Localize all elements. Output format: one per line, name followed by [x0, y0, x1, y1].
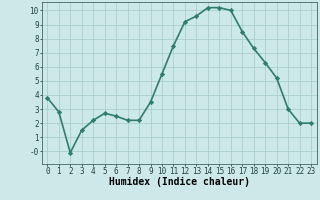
X-axis label: Humidex (Indice chaleur): Humidex (Indice chaleur) [109, 177, 250, 187]
